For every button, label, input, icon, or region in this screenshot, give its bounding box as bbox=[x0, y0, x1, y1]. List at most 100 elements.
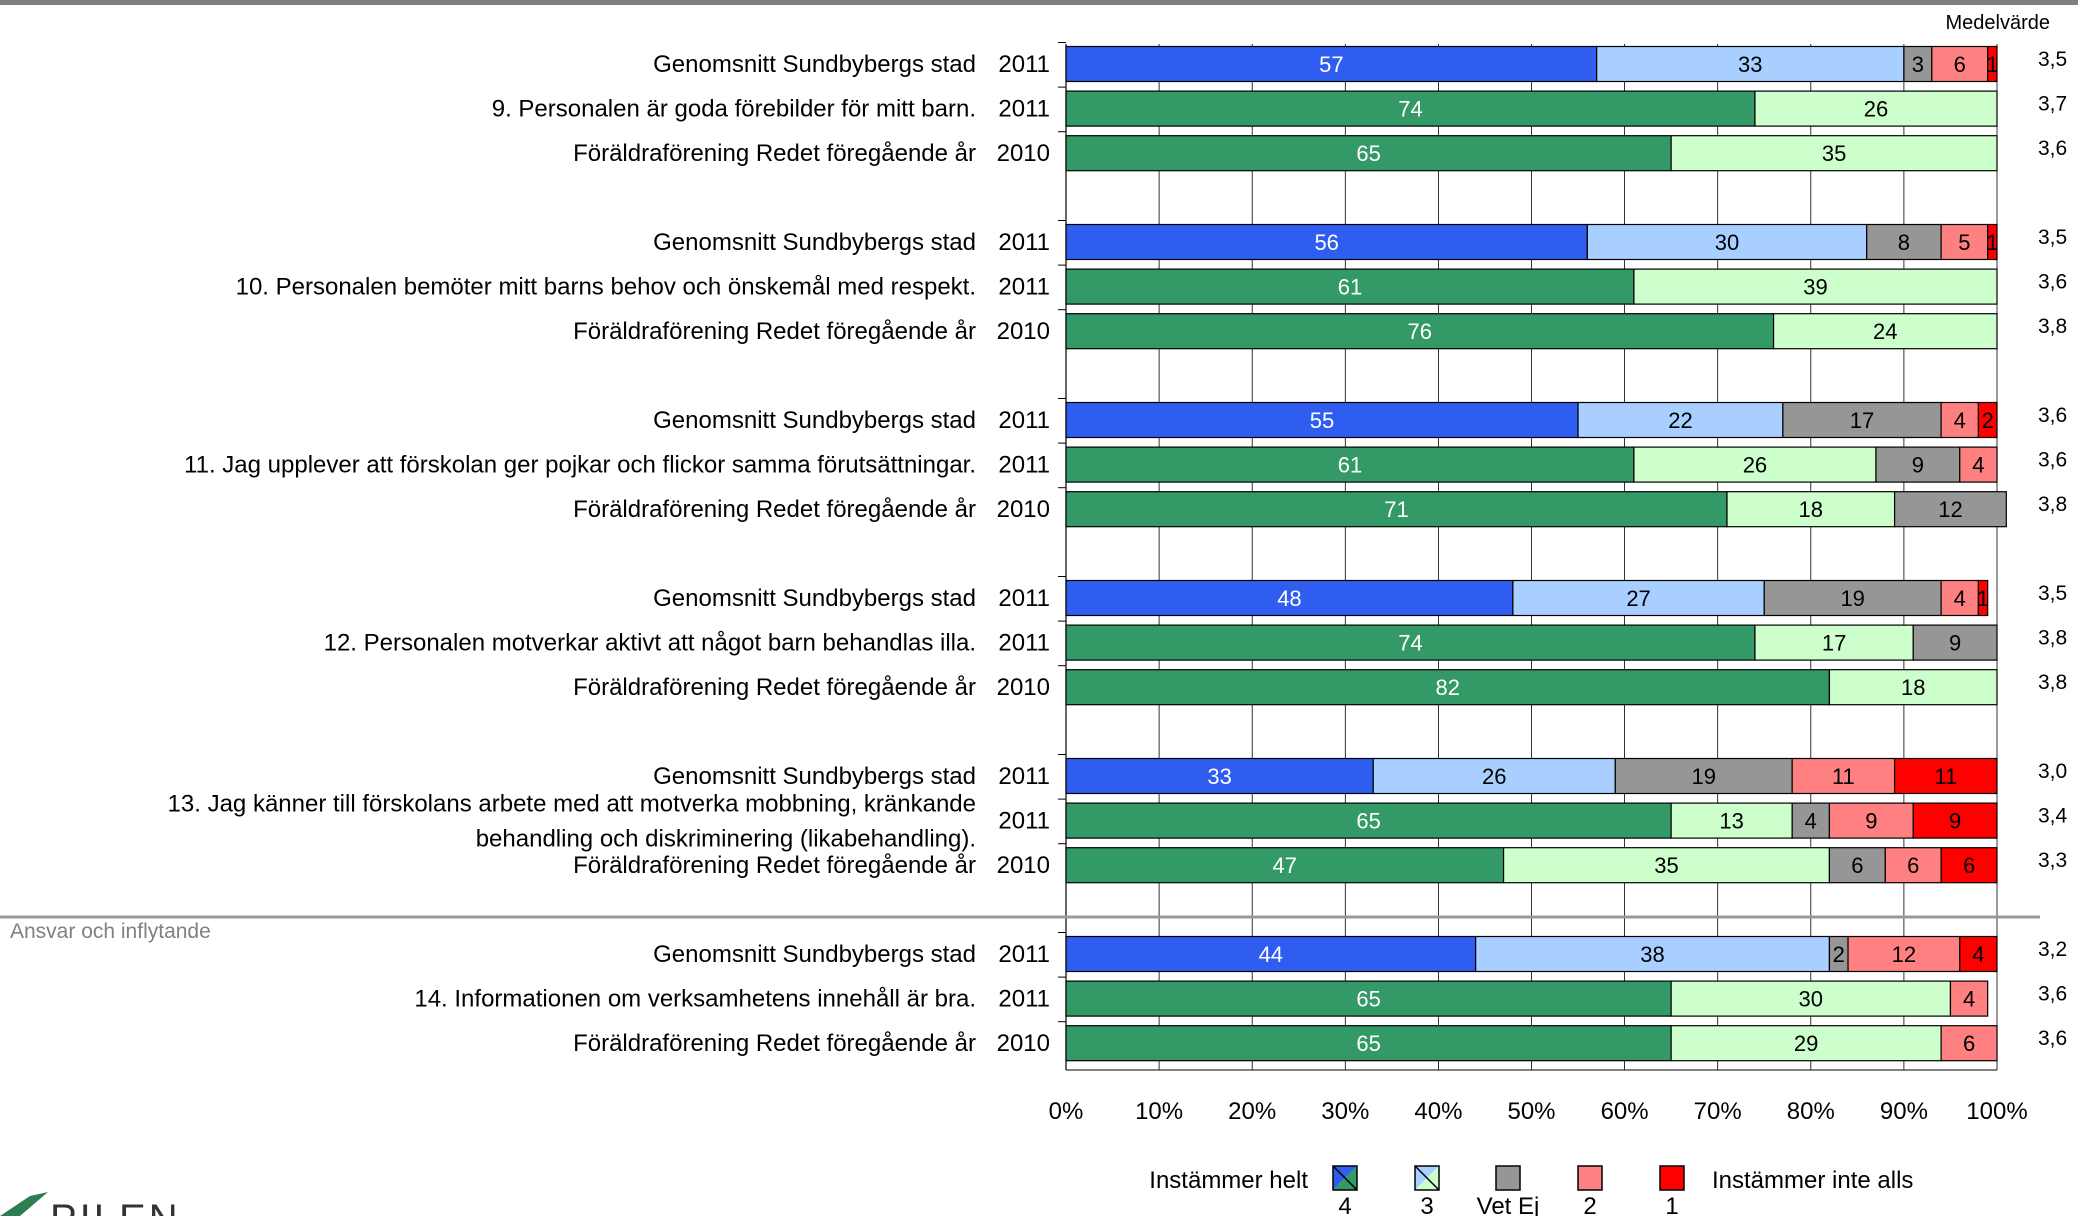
data-label: 12 bbox=[1892, 942, 1916, 967]
data-label: 24 bbox=[1873, 319, 1897, 344]
mean-value: 3,8 bbox=[2038, 315, 2067, 338]
bar-segment bbox=[1959, 935, 1998, 973]
data-label: 57 bbox=[1319, 52, 1343, 77]
bar-segment bbox=[1763, 579, 1942, 617]
data-label: 33 bbox=[1207, 764, 1231, 789]
bar-segment bbox=[1065, 135, 1672, 172]
data-label: 4 bbox=[1954, 586, 1966, 611]
bar-segment bbox=[1949, 980, 1989, 1017]
data-label: 65 bbox=[1356, 1031, 1380, 1056]
row-label: Genomsnitt Sundbybergs stad bbox=[653, 763, 976, 790]
data-label: 4 bbox=[1805, 809, 1817, 834]
data-label: 65 bbox=[1356, 141, 1380, 166]
row-label: 13. Jag känner till förskolans arbete me… bbox=[168, 791, 976, 818]
data-label: 26 bbox=[1864, 97, 1888, 122]
row-year: 2011 bbox=[998, 585, 1050, 612]
data-label: 17 bbox=[1850, 408, 1874, 433]
mean-value: 3,8 bbox=[2038, 627, 2067, 650]
data-label: 33 bbox=[1738, 52, 1762, 77]
bar-segment bbox=[1065, 624, 1756, 661]
data-label: 39 bbox=[1803, 275, 1827, 300]
mean-value: 3,6 bbox=[2038, 983, 2067, 1006]
row-year: 2011 bbox=[998, 630, 1050, 657]
row-year: 2011 bbox=[998, 229, 1050, 256]
row-year: 2011 bbox=[998, 407, 1050, 434]
bar-segment bbox=[1633, 446, 1877, 483]
data-label: 11 bbox=[1934, 764, 1957, 789]
data-label: 55 bbox=[1310, 408, 1334, 433]
row-label: Föräldraförening Redet föregående år bbox=[573, 852, 976, 879]
x-tick-label: 100% bbox=[1966, 1098, 2027, 1125]
mean-value: 3,6 bbox=[2038, 449, 2067, 472]
x-tick-label: 20% bbox=[1228, 1098, 1276, 1125]
bar-segment bbox=[1912, 624, 1998, 661]
logo-text: PILEN bbox=[50, 1197, 181, 1216]
row-year: 2010 bbox=[997, 318, 1050, 345]
row-label: Genomsnitt Sundbybergs stad bbox=[653, 407, 976, 434]
data-label: 6 bbox=[1954, 52, 1966, 77]
bar-segment bbox=[1931, 45, 1989, 83]
data-label: 74 bbox=[1398, 97, 1422, 122]
bar-segment bbox=[1065, 90, 1756, 127]
data-label: 61 bbox=[1338, 275, 1362, 300]
bar-segment bbox=[1670, 1025, 1942, 1062]
row-year: 2011 bbox=[998, 986, 1050, 1013]
row-label: 14. Informationen om verksamhetens inneh… bbox=[414, 986, 976, 1013]
bar-segment bbox=[1586, 223, 1868, 261]
x-tick-label: 0% bbox=[1049, 1098, 1084, 1125]
data-label: 65 bbox=[1356, 987, 1380, 1012]
mean-value: 3,6 bbox=[2038, 271, 2067, 294]
company-logo: PILEN bbox=[0, 1192, 181, 1216]
legend-item: 1 bbox=[1659, 1165, 1685, 1216]
bar-segment bbox=[1828, 802, 1914, 839]
bar-segment bbox=[1828, 847, 1886, 884]
mean-value: 3,6 bbox=[2038, 404, 2067, 427]
row-label: behandling och diskriminering (likabehan… bbox=[476, 826, 976, 853]
bar-segment bbox=[1065, 491, 1728, 528]
row-year: 2010 bbox=[997, 674, 1050, 701]
data-label: 17 bbox=[1822, 631, 1846, 656]
bar-segment bbox=[1065, 935, 1477, 973]
mean-value: 3,8 bbox=[2038, 493, 2067, 516]
data-label: 1 bbox=[1986, 52, 1998, 77]
data-label: 4 bbox=[1972, 942, 1984, 967]
bar-segment bbox=[1633, 268, 1998, 305]
grid-layer bbox=[0, 42, 2040, 1070]
row-label: 10. Personalen bemöter mitt barns behov … bbox=[236, 274, 976, 301]
data-label: 27 bbox=[1626, 586, 1650, 611]
bar-segment bbox=[1670, 135, 1998, 172]
legend-left-text: Instämmer helt bbox=[1149, 1167, 1308, 1194]
x-tick-label: 40% bbox=[1414, 1098, 1462, 1125]
data-label: 13 bbox=[1719, 809, 1743, 834]
bar-segment bbox=[1893, 757, 1998, 795]
data-label: 18 bbox=[1901, 675, 1925, 700]
data-label: 35 bbox=[1822, 141, 1846, 166]
bar-segment bbox=[1065, 223, 1588, 261]
bar-layer bbox=[1065, 45, 2007, 1062]
legend-label: 2 bbox=[1583, 1193, 1596, 1216]
bar-segment bbox=[1065, 847, 1505, 884]
data-label: 26 bbox=[1482, 764, 1506, 789]
data-label: 5 bbox=[1958, 230, 1970, 255]
data-label: 47 bbox=[1273, 853, 1297, 878]
data-label: 44 bbox=[1259, 942, 1283, 967]
text-layer: Medelvärde Ansvar och inflytande Genomsn… bbox=[10, 12, 2068, 1057]
bar-segment bbox=[1502, 847, 1831, 884]
data-label: 8 bbox=[1898, 230, 1910, 255]
bar-segment bbox=[1977, 579, 1989, 617]
section-label: Ansvar och inflytande bbox=[10, 920, 211, 943]
row-year: 2010 bbox=[997, 852, 1050, 879]
mean-value: 3,3 bbox=[2038, 849, 2067, 872]
bar-segment bbox=[1065, 446, 1635, 483]
bar-segment bbox=[1940, 1025, 1998, 1062]
bar-segment bbox=[1577, 401, 1784, 439]
data-label: 12 bbox=[1938, 497, 1962, 522]
data-label: 30 bbox=[1715, 230, 1739, 255]
data-label: 6 bbox=[1963, 1031, 1975, 1056]
row-year: 2011 bbox=[998, 96, 1050, 123]
row-label: Genomsnitt Sundbybergs stad bbox=[653, 229, 976, 256]
bar-segment bbox=[1065, 401, 1579, 439]
bar-segment bbox=[1772, 313, 1998, 350]
row-label: Genomsnitt Sundbybergs stad bbox=[653, 941, 976, 968]
bar-segment bbox=[1475, 935, 1831, 973]
